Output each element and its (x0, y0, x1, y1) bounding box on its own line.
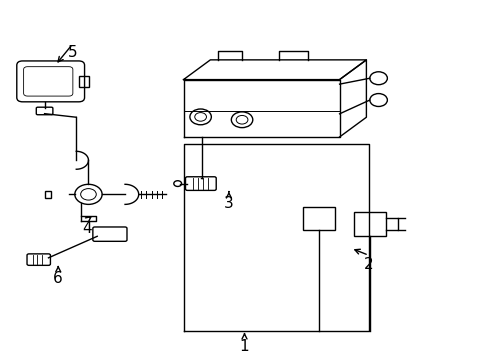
Text: 6: 6 (53, 271, 63, 286)
Bar (303, 207, 334, 230)
Bar (44, 191, 51, 198)
Bar (79, 76, 89, 87)
Text: 2: 2 (363, 257, 373, 272)
Text: 3: 3 (224, 196, 233, 211)
Bar (353, 212, 385, 235)
Text: 1: 1 (239, 339, 249, 354)
Text: 4: 4 (82, 221, 92, 236)
Text: 5: 5 (68, 45, 78, 60)
